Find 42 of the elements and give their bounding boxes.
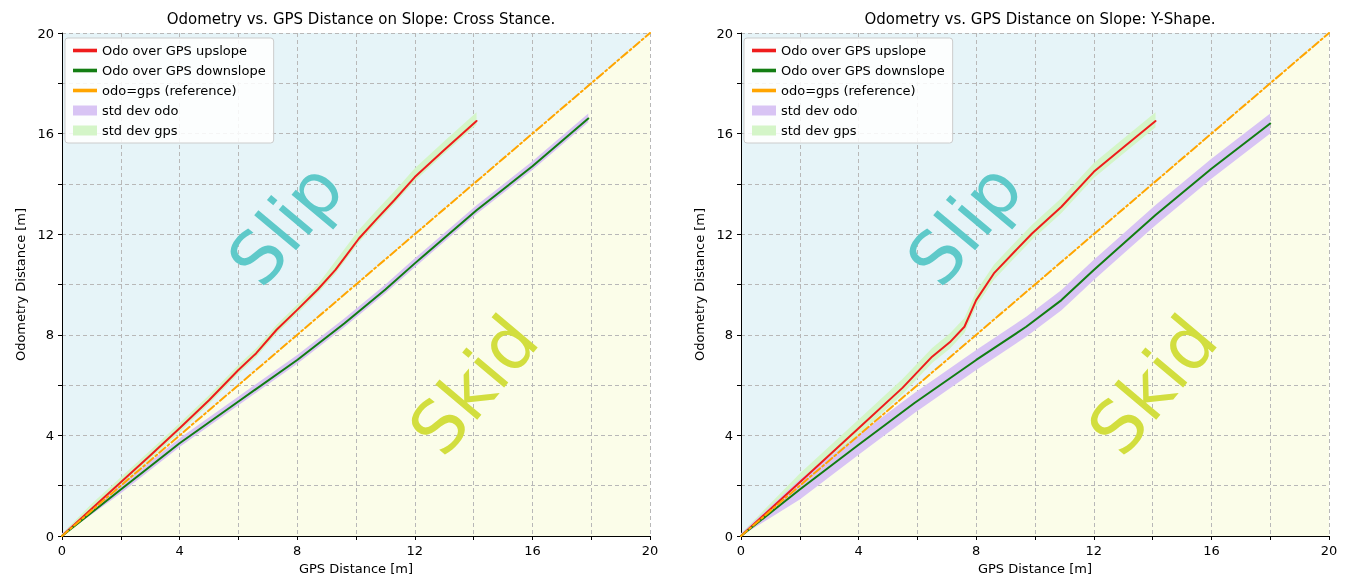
legend-label: odo=gps (reference) (102, 83, 237, 98)
legend-label: Odo over GPS downslope (781, 63, 945, 78)
y-tick-label: 0 (45, 528, 54, 544)
y-axis-title: Odometry Distance [m] (12, 207, 28, 362)
x-axis-title: GPS Distance [m] (298, 560, 414, 576)
y-tick-label: 20 (37, 25, 54, 41)
y-tick-label: 8 (724, 327, 733, 343)
y-tick-label: 16 (716, 126, 733, 142)
y-tick-label: 4 (724, 427, 733, 443)
y-tick-label: 12 (716, 226, 733, 242)
legend-label: std dev gps (781, 123, 857, 138)
annotation: Slip (890, 146, 1039, 302)
x-tick-label: 0 (57, 543, 67, 558)
legend-label: Odo over GPS upslope (781, 43, 927, 58)
legend-label: std dev odo (781, 103, 858, 118)
chart-title: Odometry vs. GPS Distance on Slope: Cross Stance. (166, 9, 556, 28)
x-tick-label: 8 (293, 543, 302, 558)
chart-title: Odometry vs. GPS Distance on Slope: Y-Shape. (864, 9, 1216, 28)
x-axis-title: GPS Distance [m] (977, 560, 1093, 576)
x-tick-label: 16 (524, 543, 541, 558)
legend-label: std dev gps (102, 123, 178, 138)
x-tick-label: 0 (736, 543, 746, 558)
x-tick-label: 12 (406, 543, 424, 558)
y-axis-title: Odometry Distance [m] (691, 207, 707, 362)
x-tick-label: 12 (1085, 543, 1103, 558)
x-tick-label: 8 (972, 543, 981, 558)
y-tick-label: 8 (45, 327, 54, 343)
legend-label: Odo over GPS downslope (102, 63, 266, 78)
y-tick-label: 12 (37, 226, 54, 242)
x-tick-label: 20 (1320, 543, 1338, 558)
y-tick-label: 16 (37, 126, 54, 142)
annotation: Slip (211, 146, 360, 302)
x-tick-label: 20 (641, 543, 659, 558)
x-tick-label: 16 (1203, 543, 1220, 558)
legend-label: std dev odo (102, 103, 179, 118)
x-tick-label: 4 (175, 543, 184, 558)
y-tick-label: 20 (716, 25, 733, 41)
x-tick-label: 4 (854, 543, 863, 558)
y-tick-label: 4 (45, 427, 54, 443)
y-tick-label: 0 (724, 528, 733, 544)
legend-label: odo=gps (reference) (781, 83, 916, 98)
legend-label: Odo over GPS upslope (102, 43, 248, 58)
